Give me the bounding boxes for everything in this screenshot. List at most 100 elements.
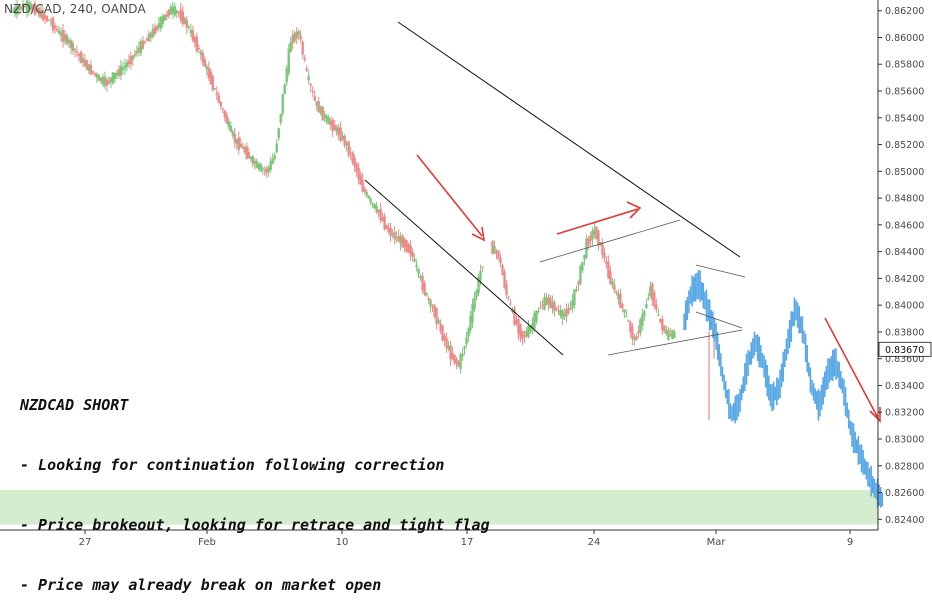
candle-body	[473, 297, 476, 310]
candle-body	[417, 269, 420, 275]
last-price-label: 0.83670	[885, 345, 924, 356]
candle-body	[181, 11, 185, 25]
candle-body	[233, 134, 236, 143]
candle-body	[427, 298, 430, 301]
candle-body	[509, 303, 512, 305]
candle-body	[215, 92, 218, 95]
candle-body	[287, 49, 290, 74]
candle-body	[543, 297, 546, 310]
candle-body	[41, 10, 45, 21]
candle-body	[155, 25, 159, 31]
candle-body	[213, 88, 216, 90]
candle-body	[615, 291, 618, 293]
candle-body	[165, 13, 169, 17]
candle-body	[153, 27, 157, 34]
x-tick-label: 27	[79, 537, 92, 548]
candle-body	[575, 289, 578, 291]
candle-body	[117, 68, 121, 76]
candle-body	[445, 337, 448, 349]
candle-body	[455, 359, 458, 364]
candle-body	[471, 303, 474, 323]
x-tick-label: Feb	[198, 537, 216, 548]
candle-body	[57, 30, 61, 34]
candle-body	[39, 9, 43, 18]
candle-body	[241, 146, 244, 149]
candle-body	[433, 305, 436, 318]
candle-body	[27, 2, 31, 10]
candle-body	[629, 322, 632, 332]
projection-path	[683, 270, 884, 508]
candle-body	[293, 33, 296, 42]
candle-body	[607, 261, 610, 279]
candle-body	[203, 59, 207, 67]
candle-body	[497, 250, 500, 259]
candle-body	[227, 121, 230, 128]
candle-body	[131, 55, 135, 60]
down-arrow-2	[824, 317, 881, 423]
candle-body	[237, 137, 240, 150]
candle-body	[477, 276, 480, 293]
candle-body	[229, 125, 232, 132]
candle-body	[633, 337, 636, 340]
y-tick-label: 0.83000	[885, 434, 924, 445]
candle-body	[55, 28, 59, 31]
candle-body	[245, 146, 248, 159]
candle-body	[63, 34, 67, 42]
candle-body	[513, 308, 516, 325]
candle-body	[309, 84, 312, 86]
candle-body	[371, 203, 374, 205]
candle-body	[409, 245, 412, 256]
candle-body	[415, 264, 418, 267]
candle-body	[379, 209, 382, 221]
candle-body	[179, 9, 183, 21]
candle-body	[535, 311, 538, 322]
candle-body	[661, 319, 664, 331]
candle-body	[185, 20, 189, 28]
y-tick-label: 0.82600	[885, 488, 924, 499]
price-chart[interactable]: 0.82400 0.82600 0.82800 0.83000 0.83200 0.834…	[0, 0, 932, 550]
symbol-label: NZD/CAD, 240, OANDA	[4, 2, 146, 16]
candle-body	[609, 271, 612, 284]
candle-body	[375, 205, 378, 212]
candle-body	[217, 95, 220, 103]
candle-body	[275, 143, 278, 153]
x-tick-label: 10	[336, 537, 349, 548]
y-tick-label: 0.83600	[885, 354, 924, 365]
candle-body	[285, 68, 288, 83]
candle-body	[197, 47, 201, 50]
candle-body	[577, 281, 580, 285]
candle-body	[315, 101, 318, 106]
x-tick-label: 24	[588, 537, 601, 548]
candle-body	[465, 337, 468, 345]
candle-body	[595, 226, 598, 240]
channel-lower-trendline	[364, 179, 564, 356]
candle-body	[603, 253, 606, 258]
candle-body	[395, 237, 398, 239]
candle-body	[129, 55, 133, 65]
candle-body	[279, 113, 282, 124]
note-line-3: - Price may already break on market open	[20, 576, 382, 594]
candle-body	[461, 353, 464, 357]
candle-body	[653, 292, 656, 306]
note-line-2: - Price brokeout, looking for retrace an…	[20, 516, 490, 534]
candle-body	[43, 14, 47, 19]
candle-body	[589, 235, 592, 242]
candle-body	[291, 35, 294, 44]
candle-body	[571, 300, 574, 309]
candle-body	[119, 65, 123, 76]
candle-body	[381, 216, 384, 221]
candle-body	[377, 210, 380, 213]
y-tick-label: 0.82400	[885, 515, 924, 526]
candle-body	[171, 6, 175, 14]
candle-body	[47, 19, 51, 21]
candle-body	[205, 66, 209, 70]
candle-body	[325, 115, 328, 122]
candle-body	[551, 301, 554, 309]
candle-body	[321, 106, 324, 121]
candle-body	[25, 0, 29, 11]
candle-body	[305, 68, 308, 71]
y-tick-label: 0.85600	[885, 87, 924, 98]
candle-body	[343, 136, 346, 146]
candle-body	[11, 10, 15, 13]
y-tick-label: 0.86000	[885, 33, 924, 44]
